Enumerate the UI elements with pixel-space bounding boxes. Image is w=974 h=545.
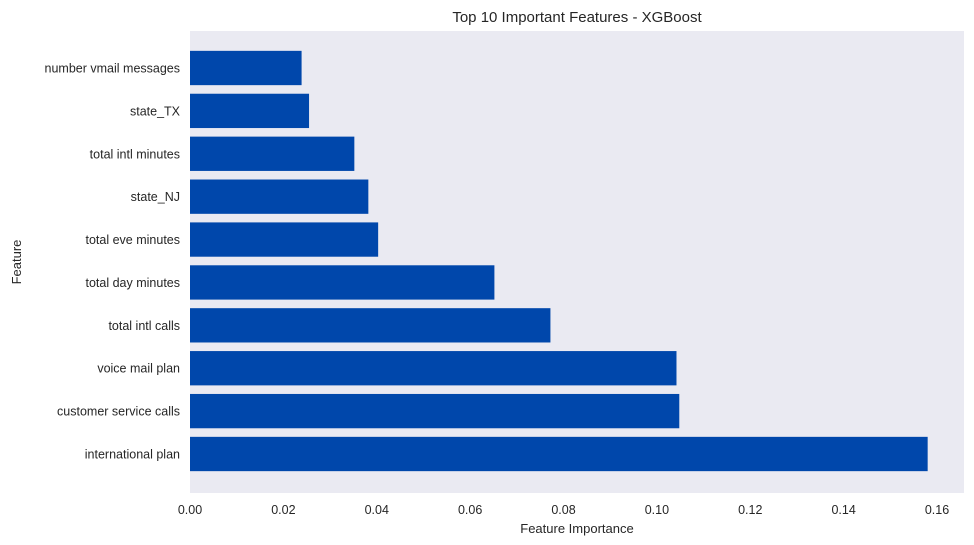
x-tick-labels: 0.00 0.02 0.04 0.06 0.08 0.10 0.12 0.14 0.16	[178, 503, 949, 517]
y-tick-label: total intl calls	[108, 319, 180, 333]
bar-international-plan	[190, 436, 928, 472]
y-tick-label: total intl minutes	[90, 147, 180, 161]
chart-title: Top 10 Important Features - XGBoost	[452, 9, 702, 26]
y-axis-title: Feature	[9, 240, 24, 285]
bar-total-eve-minutes	[190, 222, 379, 257]
y-tick-labels: international plan customer service calls…	[45, 62, 181, 462]
x-axis-title: Feature Importance	[520, 521, 633, 536]
y-tick-label: state_TX	[130, 104, 181, 118]
y-tick-label: voice mail plan	[97, 362, 180, 376]
y-tick-label: total eve minutes	[86, 233, 181, 247]
y-tick-label: international plan	[85, 448, 180, 462]
x-tick-label: 0.08	[551, 503, 575, 517]
x-tick-label: 0.10	[645, 503, 669, 517]
bar-total-day-minutes	[190, 265, 495, 300]
x-tick-label: 0.12	[738, 503, 762, 517]
y-tick-label: total day minutes	[86, 276, 181, 290]
bars-group	[190, 50, 928, 472]
x-tick-label: 0.14	[831, 503, 855, 517]
x-tick-label: 0.04	[365, 503, 389, 517]
bar-state-nj	[190, 179, 369, 214]
bar-number-vmail-messages	[190, 50, 302, 86]
x-tick-label: 0.00	[178, 503, 202, 517]
y-tick-label: number vmail messages	[45, 62, 180, 76]
bar-total-intl-minutes	[190, 136, 355, 171]
bar-voice-mail-plan	[190, 351, 677, 386]
bar-customer-service-calls	[190, 393, 680, 429]
bar-state-tx	[190, 93, 310, 129]
x-tick-label: 0.02	[271, 503, 295, 517]
x-tick-label: 0.16	[925, 503, 949, 517]
x-tick-label: 0.06	[458, 503, 482, 517]
y-tick-label: state_NJ	[131, 190, 180, 204]
bar-total-intl-calls	[190, 308, 551, 343]
y-tick-label: customer service calls	[57, 405, 180, 419]
